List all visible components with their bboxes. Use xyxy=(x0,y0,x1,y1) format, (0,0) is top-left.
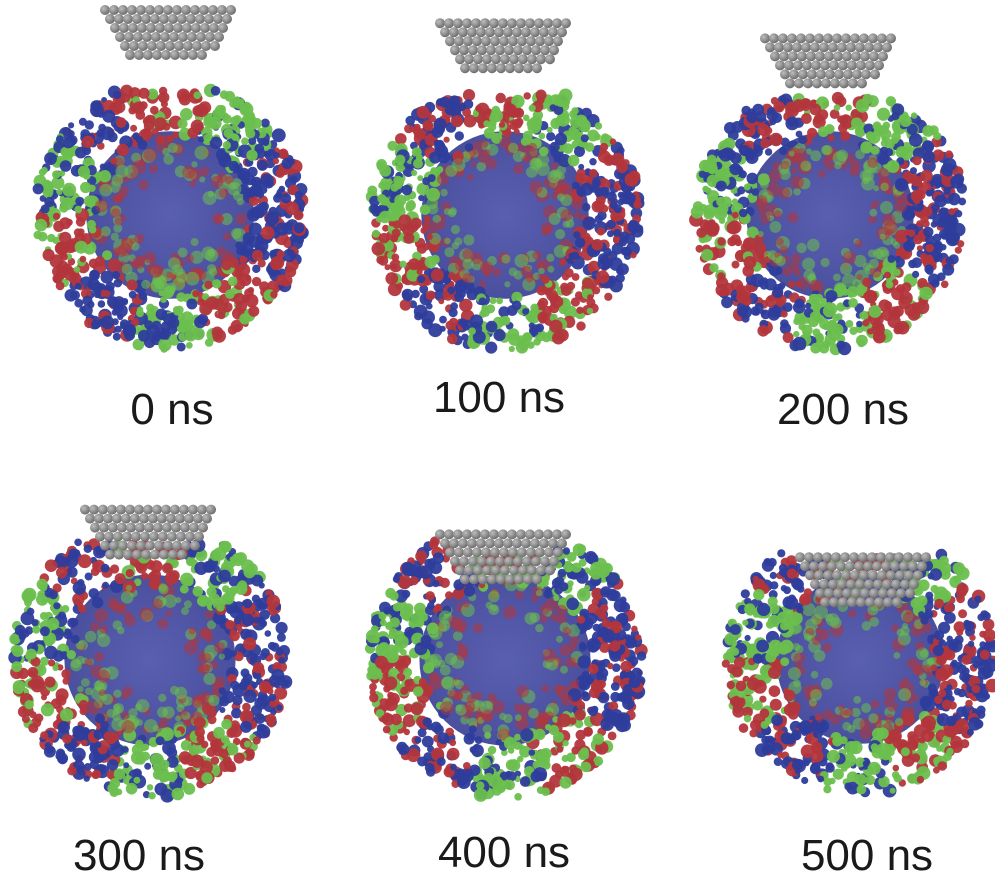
virus-capsid xyxy=(689,92,967,355)
time-label-100: 100 ns xyxy=(334,373,664,423)
virus-capsid xyxy=(33,84,309,353)
time-label-500: 500 ns xyxy=(702,831,995,881)
frame-4 xyxy=(365,529,648,801)
time-label-0: 0 ns xyxy=(7,385,337,435)
afm-tip xyxy=(760,33,896,88)
frame-2 xyxy=(689,33,967,355)
virus-capsid xyxy=(8,538,292,802)
afm-tip xyxy=(435,529,571,584)
frame-0 xyxy=(33,5,309,353)
time-label-200: 200 ns xyxy=(678,385,995,435)
virus-capsid xyxy=(366,89,645,354)
frame-3 xyxy=(8,505,292,803)
time-label-400: 400 ns xyxy=(339,828,669,878)
afm-tip xyxy=(100,5,236,60)
frame-5 xyxy=(722,549,995,798)
frame-1 xyxy=(366,18,645,354)
afm-tip xyxy=(435,18,571,73)
time-label-300: 300 ns xyxy=(0,831,304,881)
